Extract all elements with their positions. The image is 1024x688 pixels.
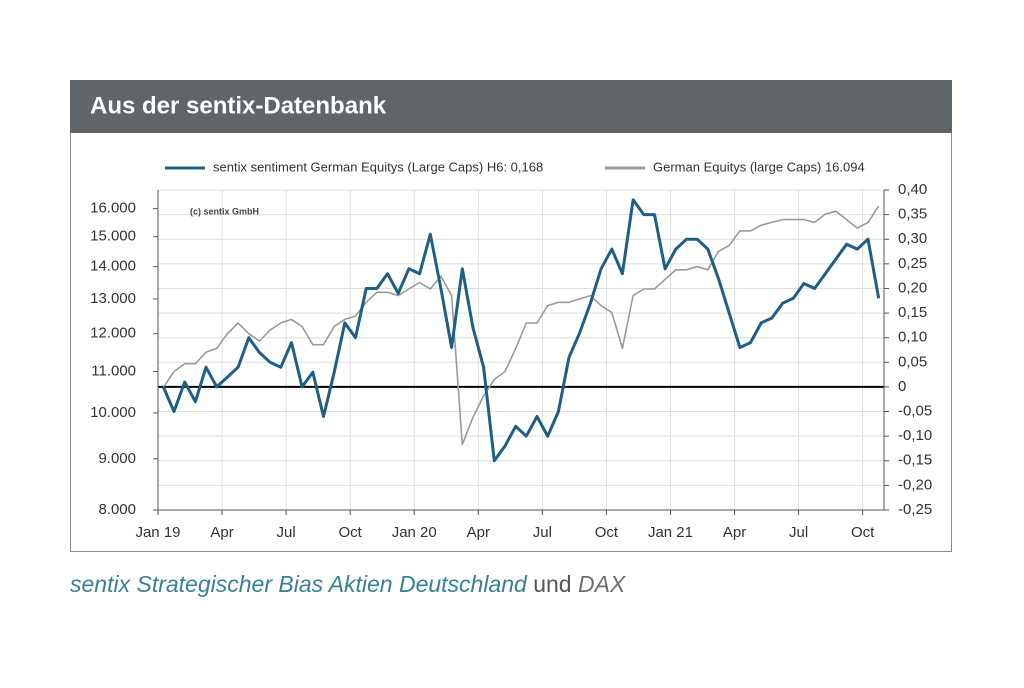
x-tick-label: Apr xyxy=(723,524,746,541)
y2-tick-label: -0,20 xyxy=(898,476,932,493)
panel xyxy=(70,80,952,552)
x-tick-label: Jan 20 xyxy=(392,524,437,541)
header-title: Aus der sentix-Datenbank xyxy=(90,92,387,119)
x-tick-label: Jul xyxy=(277,524,296,541)
x-tick-label: Jul xyxy=(789,524,808,541)
legend-label: sentix sentiment German Equitys (Large C… xyxy=(213,159,543,174)
y2-tick-label: 0,10 xyxy=(898,329,927,346)
y2-tick-label: -0,05 xyxy=(898,403,932,420)
y2-tick-label: 0,20 xyxy=(898,279,927,296)
y-tick-label: 15.000 xyxy=(90,228,136,245)
caption: sentix Strategischer Bias Aktien Deutsch… xyxy=(70,571,627,597)
series-line xyxy=(161,198,881,463)
x-tick-label: Apr xyxy=(210,524,233,541)
y-tick-label: 11.000 xyxy=(91,363,136,380)
caption-part: DAX xyxy=(578,571,627,597)
x-tick-label: Jan 21 xyxy=(648,524,693,541)
y-tick-label: 10.000 xyxy=(90,404,136,421)
series-line xyxy=(162,205,880,446)
header-bar xyxy=(70,80,952,133)
y2-tick-label: 0 xyxy=(898,378,906,395)
chart: Jan 19 Apr Jul Oct Jan 20 Apr Jul Oct Jan 21 Apr J… xyxy=(90,159,932,541)
y2-tick-label: -0,25 xyxy=(898,501,932,518)
caption-part: sentix Strategischer Bias Aktien Deutsch… xyxy=(70,571,528,597)
x-tick-label: Oct xyxy=(339,524,363,541)
y-tick-label: 16.000 xyxy=(90,200,136,217)
x-tick-label: Oct xyxy=(851,524,875,541)
y-tick-label: 13.000 xyxy=(90,290,136,307)
legend-label: German Equitys (large Caps) 16.094 xyxy=(653,159,865,174)
y2-tick-label: 0,35 xyxy=(898,206,927,223)
x-tick-label: Oct xyxy=(595,524,619,541)
y-tick-label: 14.000 xyxy=(90,258,136,275)
y2-tick-label: 0,15 xyxy=(898,304,927,321)
y-tick-label: 8.000 xyxy=(98,501,136,518)
y-tick-label: 9.000 xyxy=(98,450,136,467)
x-tick-label: Jan 19 xyxy=(135,524,180,541)
annotation: (c) sentix GmbH xyxy=(190,206,259,216)
y2-tick-label: 0,40 xyxy=(898,181,927,198)
y2-tick-label: -0,15 xyxy=(898,452,932,469)
y-tick-label: 12.000 xyxy=(90,325,136,342)
y2-tick-label: 0,25 xyxy=(898,255,927,272)
caption-part: und xyxy=(533,571,571,597)
y2-tick-label: -0,10 xyxy=(898,427,932,444)
y2-tick-label: 0,05 xyxy=(898,353,927,370)
y2-tick-label: 0,30 xyxy=(898,230,927,247)
x-tick-label: Apr xyxy=(467,524,490,541)
x-tick-label: Jul xyxy=(533,524,552,541)
